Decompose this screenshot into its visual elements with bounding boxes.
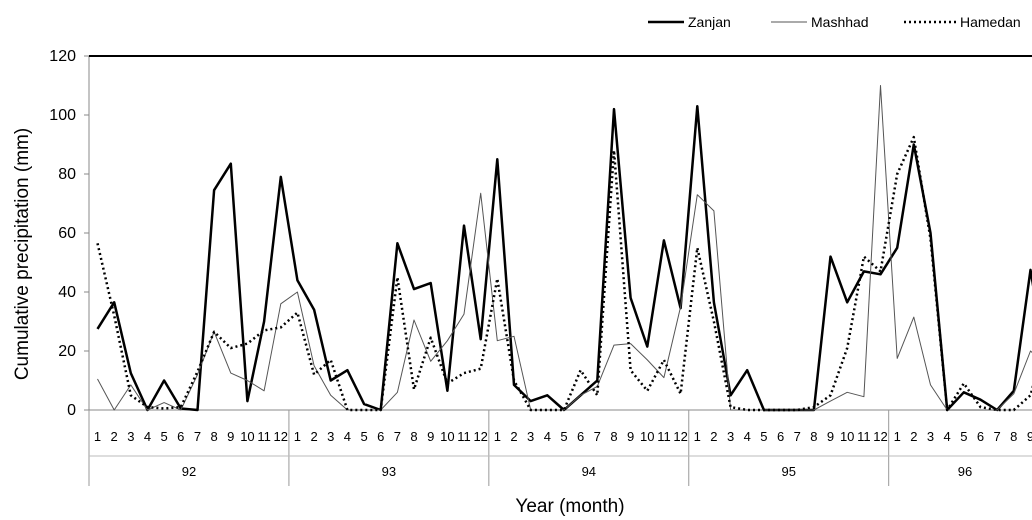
x-tick-label: 7 (394, 429, 401, 444)
x-tick-label: 8 (211, 429, 218, 444)
x-tick-label: 5 (161, 429, 168, 444)
x-tick-label: 5 (760, 429, 767, 444)
x-tick-label: 2 (111, 429, 118, 444)
y-tick-label: 40 (58, 284, 76, 301)
x-tick-label: 4 (144, 429, 151, 444)
year-label: 96 (958, 464, 972, 479)
x-tick-label: 11 (657, 429, 671, 444)
x-tick-label: 9 (227, 429, 234, 444)
y-tick-label: 120 (49, 48, 76, 65)
y-axis-title: Cumulative precipitation (mm) (12, 128, 33, 380)
x-tick-label: 2 (710, 429, 717, 444)
x-tick-label: 8 (1010, 429, 1017, 444)
x-axis-title: Year (month) (515, 496, 624, 517)
legend: Zanjan Mashhad Hamedan (648, 14, 1021, 30)
x-tick-label: 10 (440, 429, 454, 444)
x-tick-label: 1 (294, 429, 301, 444)
x-tick-label: 9 (427, 429, 434, 444)
x-tick-label: 1 (694, 429, 701, 444)
series-line-hamedan (96, 135, 1032, 412)
x-tick-label: 7 (194, 429, 201, 444)
x-tick-label: 6 (777, 429, 784, 444)
x-tick-label: 3 (127, 429, 134, 444)
x-tick-label: 5 (960, 429, 967, 444)
x-tick-label: 2 (910, 429, 917, 444)
series-line-zanjan (96, 104, 1032, 412)
x-tick-label: 2 (510, 429, 517, 444)
x-tick-label: 7 (794, 429, 801, 444)
year-label: 92 (182, 464, 196, 479)
legend-label-zanjan: Zanjan (688, 14, 731, 30)
x-tick-label: 6 (377, 429, 384, 444)
x-tick-label: 3 (927, 429, 934, 444)
y-tick-label: 0 (67, 402, 76, 419)
y-tick-label: 100 (49, 107, 76, 124)
x-tick-label: 3 (727, 429, 734, 444)
x-tick-label: 6 (577, 429, 584, 444)
x-tick-label: 11 (857, 429, 871, 444)
x-tick-label: 11 (257, 429, 271, 444)
year-label: 93 (382, 464, 396, 479)
x-tick-label: 7 (994, 429, 1001, 444)
x-tick-label: 3 (327, 429, 334, 444)
x-tick-label: 9 (827, 429, 834, 444)
legend-label-mashhad: Mashhad (811, 14, 869, 30)
x-tick-label: 1 (94, 429, 101, 444)
y-tick-label: 80 (58, 166, 76, 183)
year-label: 95 (781, 464, 795, 479)
x-tick-label: 6 (977, 429, 984, 444)
x-tick-label: 4 (944, 429, 951, 444)
x-tick-label: 5 (560, 429, 567, 444)
x-tick-label: 4 (544, 429, 551, 444)
x-tick-label: 4 (744, 429, 751, 444)
y-tick-label: 20 (58, 343, 76, 360)
x-tick-label: 6 (177, 429, 184, 444)
x-tick-label: 10 (840, 429, 854, 444)
x-tick-label: 2 (310, 429, 317, 444)
x-tick-label: 10 (640, 429, 654, 444)
x-tick-label: 12 (473, 429, 487, 444)
x-tick-label: 3 (527, 429, 534, 444)
x-tick-label: 1 (494, 429, 501, 444)
year-label: 94 (582, 464, 596, 479)
x-tick-label: 5 (360, 429, 367, 444)
x-tick-label: 7 (594, 429, 601, 444)
x-tick-label: 9 (627, 429, 634, 444)
x-tick-label: 1 (894, 429, 901, 444)
x-tick-label: 12 (873, 429, 887, 444)
y-tick-label: 60 (58, 225, 76, 242)
x-tick-label: 11 (457, 429, 471, 444)
x-tick-label: 12 (673, 429, 687, 444)
x-tick-label: 4 (344, 429, 351, 444)
x-tick-label: 9 (1027, 429, 1032, 444)
x-tick-label: 8 (410, 429, 417, 444)
y-axis: 0 20 40 60 80 100 120 (49, 48, 1032, 419)
x-tick-label: 10 (240, 429, 254, 444)
legend-label-hamedan: Hamedan (960, 14, 1021, 30)
x-tick-label: 12 (274, 429, 288, 444)
x-tick-label: 8 (610, 429, 617, 444)
series-lines (96, 85, 1032, 412)
x-tick-label: 8 (810, 429, 817, 444)
